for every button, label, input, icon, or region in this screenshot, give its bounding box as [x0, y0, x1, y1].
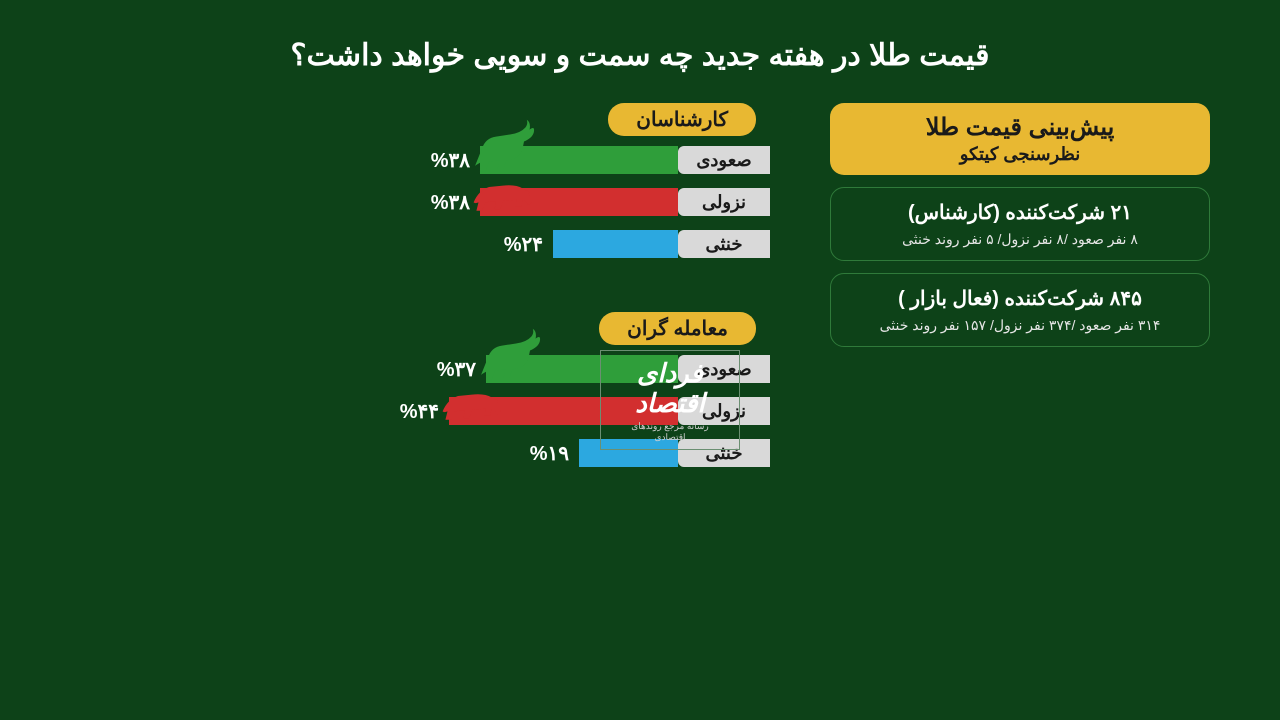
- bear-icon: [468, 152, 538, 222]
- bar-row: خنثی %۲۴: [70, 230, 770, 258]
- bar-percent: %۳۸: [431, 190, 470, 215]
- bar-row: نزولی %۳۸: [70, 188, 770, 216]
- info-traders-title: ۸۴۵ شرکت‌کننده (فعال بازار ): [849, 286, 1191, 311]
- bear-icon: [437, 361, 507, 431]
- bar-percent: %۱۹: [530, 441, 569, 466]
- group-title: معامله گران: [599, 312, 756, 345]
- brand-logo-text: فردای اقتصاد: [615, 359, 725, 419]
- bar-percent: %۴۴: [400, 399, 439, 424]
- group-title: کارشناسان: [608, 103, 756, 136]
- panel-header-line1: پیش‌بینی قیمت طلا: [850, 113, 1190, 142]
- bar-fill: [553, 230, 678, 258]
- bar-track: [553, 230, 678, 258]
- panel-header-line2: نظرسنجی کیتکو: [850, 144, 1190, 165]
- info-box-experts: ۲۱ شرکت‌کننده (کارشناس) ۸ نفر صعود /۸ نف…: [830, 187, 1210, 261]
- brand-logo: فردای اقتصاد رسانه مرجع روندهای اقتصادی: [600, 350, 740, 450]
- bar-label: نزولی: [678, 188, 770, 216]
- bar-row: صعودی %۳۸: [70, 146, 770, 174]
- bar-label: صعودی: [678, 146, 770, 174]
- bar-percent: %۲۴: [504, 232, 543, 257]
- info-experts-detail: ۸ نفر صعود /۸ نفر نزول/ ۵ نفر روند خنثی: [849, 231, 1191, 248]
- chart-group-experts: کارشناسانصعودی %۳۸نزولی %۳۸خنثی%۲۴: [70, 103, 770, 272]
- info-box-traders: ۸۴۵ شرکت‌کننده (فعال بازار ) ۳۱۴ نفر صعو…: [830, 273, 1210, 347]
- info-traders-detail: ۳۱۴ نفر صعود /۳۷۴ نفر نزول/ ۱۵۷ نفر روند…: [849, 317, 1191, 334]
- bar-percent: %۳۸: [431, 148, 470, 173]
- info-experts-title: ۲۱ شرکت‌کننده (کارشناس): [849, 200, 1191, 225]
- right-panel: پیش‌بینی قیمت طلا نظرسنجی کیتکو ۲۱ شرکت‌…: [830, 103, 1210, 481]
- panel-header: پیش‌بینی قیمت طلا نظرسنجی کیتکو: [830, 103, 1210, 175]
- bar-label: خنثی: [678, 230, 770, 258]
- brand-logo-sub: رسانه مرجع روندهای اقتصادی: [615, 421, 725, 443]
- page-title: قیمت طلا در هفته جدید چه سمت و سویی خواه…: [0, 0, 1280, 73]
